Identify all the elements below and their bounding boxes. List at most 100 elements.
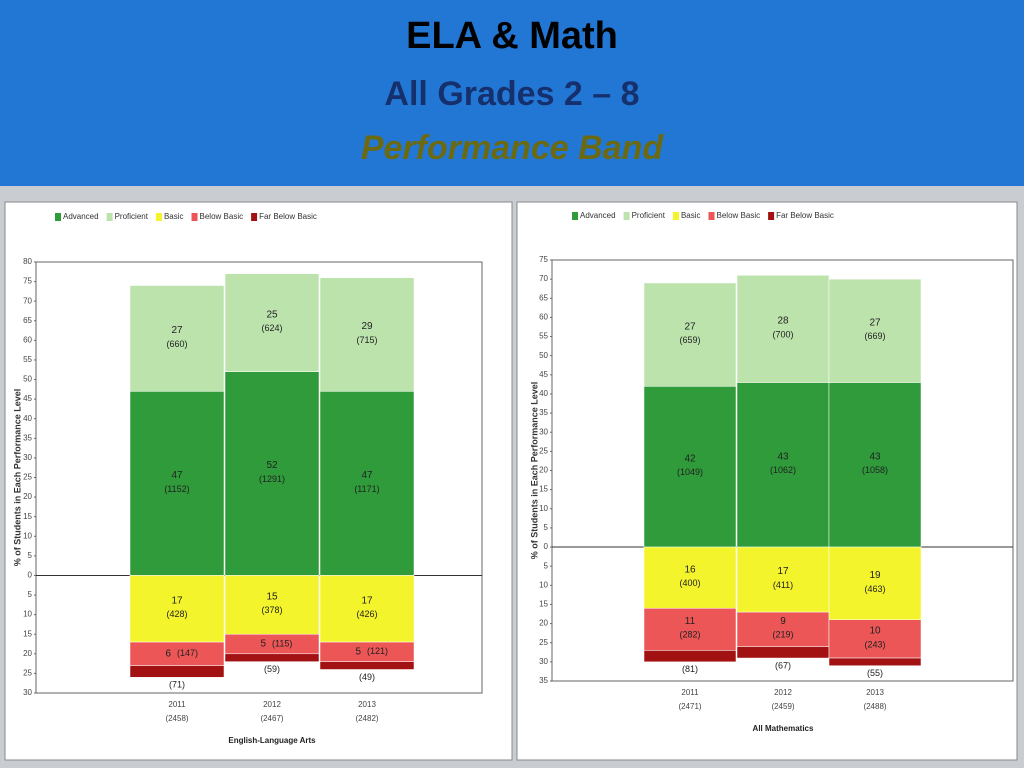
legend-swatch [768, 212, 775, 220]
y-tick-label: 70 [23, 296, 32, 305]
x-tick-label: 2013 [358, 700, 376, 709]
y-tick-label: 60 [539, 313, 548, 322]
value-label: 16 [684, 564, 696, 575]
x-tick-note: (2458) [165, 714, 188, 723]
count-label: (411) [773, 580, 793, 590]
bar-segment [319, 277, 415, 392]
legend-swatch [191, 213, 198, 221]
count-label: (219) [772, 630, 793, 640]
y-tick-label: 20 [23, 492, 32, 501]
bar-segment [828, 619, 922, 659]
y-tick-label: 20 [23, 649, 32, 658]
slide-subtitle: All Grades 2 – 8 [384, 75, 639, 113]
value-label: 28 [777, 316, 789, 327]
y-tick-label: 75 [23, 277, 32, 286]
bar-segment [224, 653, 320, 662]
y-tick-label: 15 [23, 512, 32, 521]
bar-segment [319, 575, 415, 643]
count-label: (282) [679, 630, 700, 640]
value-label: 15 [266, 591, 278, 602]
count-label: (1291) [259, 474, 285, 484]
x-tick-note: (2459) [771, 702, 794, 711]
y-tick-label: 5 [544, 523, 549, 532]
y-tick-label: 45 [539, 370, 548, 379]
legend-label: Below Basic [717, 211, 761, 220]
x-tick-note: (2471) [678, 702, 701, 711]
value-label: 17 [777, 566, 789, 577]
legend-swatch [672, 212, 679, 220]
y-tick-label: 65 [539, 293, 548, 302]
bar-segment [129, 575, 225, 643]
x-tick-label: 2011 [681, 688, 699, 697]
y-tick-label: 50 [23, 375, 32, 384]
y-tick-label: 10 [23, 531, 32, 540]
y-tick-label: 15 [539, 485, 548, 494]
value-label: 5 [260, 639, 266, 650]
legend-swatch [572, 212, 578, 220]
slide-title: ELA & Math [406, 15, 618, 57]
x-axis-label: All Mathematics [753, 724, 814, 733]
count-label: (463) [864, 584, 885, 594]
bar-segment [643, 386, 737, 548]
value-label: 29 [361, 321, 373, 332]
y-tick-label: 35 [23, 433, 32, 442]
legend-swatch [55, 213, 61, 221]
y-tick-label: 55 [539, 332, 548, 341]
count-label: (1171) [354, 484, 379, 494]
y-tick-label: 20 [539, 619, 548, 628]
legend-swatch [623, 212, 630, 220]
count-label: (1049) [677, 467, 703, 477]
x-tick-note: (2482) [355, 714, 378, 723]
count-label: (1058) [862, 465, 888, 475]
legend-swatch [708, 212, 715, 220]
y-tick-label: 15 [23, 629, 32, 638]
value-label: 19 [869, 570, 881, 581]
count-label: (624) [261, 323, 282, 333]
value-label: 9 [780, 616, 786, 627]
count-label: (660) [166, 339, 187, 349]
value-label: 43 [869, 451, 881, 462]
count-label: (700) [772, 329, 793, 339]
x-axis-label: English-Language Arts [228, 736, 316, 745]
value-label: 5 [355, 646, 361, 657]
value-label: 52 [266, 460, 278, 471]
value-label: 6 [165, 648, 171, 659]
y-tick-label: 80 [23, 257, 32, 266]
bar-segment [129, 665, 225, 678]
count-label: (426) [356, 609, 377, 619]
bar-segment [224, 273, 320, 372]
bar-segment [643, 282, 737, 387]
count-label: (115) [272, 638, 292, 648]
y-tick-label: 50 [539, 351, 548, 360]
legend-label: Proficient [115, 212, 149, 221]
value-label: 47 [361, 470, 373, 481]
x-tick-note: (2488) [863, 702, 886, 711]
count-label: (1152) [164, 484, 189, 494]
bar-segment [828, 278, 922, 383]
count-label: (243) [864, 639, 885, 649]
value-label: 27 [684, 321, 696, 332]
y-tick-label: 60 [23, 335, 32, 344]
value-label: 42 [684, 453, 696, 464]
y-tick-label: 10 [539, 504, 548, 513]
x-tick-label: 2011 [168, 700, 186, 709]
legend-swatch [106, 213, 113, 221]
y-tick-label: 15 [539, 600, 548, 609]
bar-segment [828, 382, 922, 548]
legend-label: Far Below Basic [776, 211, 834, 220]
count-label: (121) [367, 646, 388, 656]
legend-label: Basic [681, 211, 701, 220]
y-tick-label: 40 [539, 389, 548, 398]
bar-segment [643, 650, 737, 663]
count-label: (378) [261, 605, 282, 615]
bar-segment [736, 382, 830, 548]
x-tick-label: 2012 [263, 700, 281, 709]
y-tick-label: 75 [539, 255, 548, 264]
x-tick-label: 2012 [774, 688, 792, 697]
count-label: (1062) [770, 465, 796, 475]
y-tick-label: 10 [539, 580, 548, 589]
y-tick-label: 35 [539, 676, 548, 685]
y-axis-label: % of Students in Each Performance Level [12, 389, 22, 567]
bar-segment [319, 391, 415, 576]
bar-segment [828, 657, 922, 666]
